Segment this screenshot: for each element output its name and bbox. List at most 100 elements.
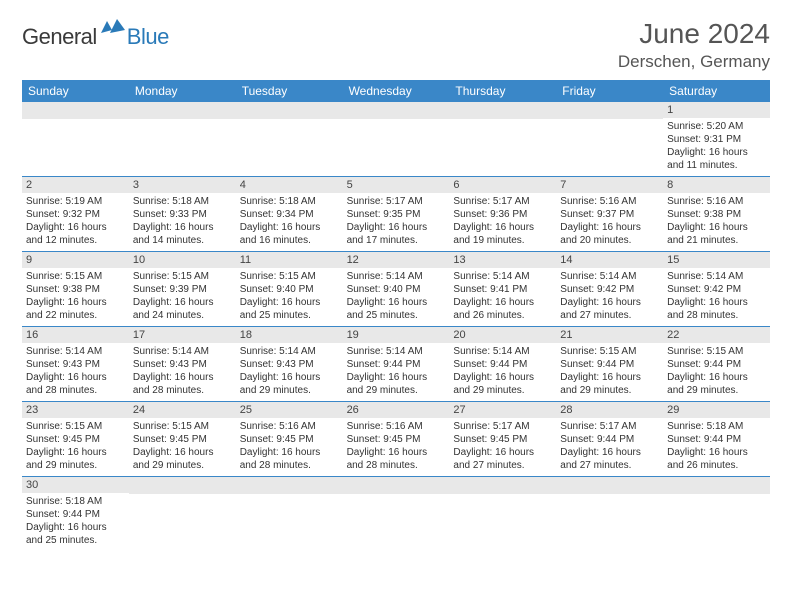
day-cell: 9Sunrise: 5:15 AMSunset: 9:38 PMDaylight… [22, 252, 129, 326]
empty-cell [449, 477, 556, 551]
day-number: 27 [449, 402, 556, 418]
day-body: Sunrise: 5:15 AMSunset: 9:45 PMDaylight:… [22, 418, 129, 476]
sunrise-line: Sunrise: 5:14 AM [453, 345, 552, 358]
day-body: Sunrise: 5:19 AMSunset: 9:32 PMDaylight:… [22, 193, 129, 251]
day-cell: 14Sunrise: 5:14 AMSunset: 9:42 PMDayligh… [556, 252, 663, 326]
day-number [22, 102, 129, 119]
daylight-line-2: and 21 minutes. [667, 234, 766, 247]
day-number: 6 [449, 177, 556, 193]
calendar-grid: SundayMondayTuesdayWednesdayThursdayFrid… [22, 80, 770, 551]
week-row: 23Sunrise: 5:15 AMSunset: 9:45 PMDayligh… [22, 402, 770, 477]
day-cell: 15Sunrise: 5:14 AMSunset: 9:42 PMDayligh… [663, 252, 770, 326]
day-number: 14 [556, 252, 663, 268]
day-number: 18 [236, 327, 343, 343]
weekday-header: Saturday [663, 80, 770, 102]
day-body: Sunrise: 5:16 AMSunset: 9:45 PMDaylight:… [343, 418, 450, 476]
day-number [449, 102, 556, 119]
day-number: 28 [556, 402, 663, 418]
day-number: 4 [236, 177, 343, 193]
day-cell: 30Sunrise: 5:18 AMSunset: 9:44 PMDayligh… [22, 477, 129, 551]
daylight-line-2: and 27 minutes. [560, 309, 659, 322]
day-number [129, 477, 236, 494]
sunset-line: Sunset: 9:44 PM [26, 508, 125, 521]
day-body: Sunrise: 5:14 AMSunset: 9:43 PMDaylight:… [22, 343, 129, 401]
day-number: 10 [129, 252, 236, 268]
sunset-line: Sunset: 9:39 PM [133, 283, 232, 296]
sunset-line: Sunset: 9:43 PM [26, 358, 125, 371]
day-cell: 22Sunrise: 5:15 AMSunset: 9:44 PMDayligh… [663, 327, 770, 401]
day-number: 2 [22, 177, 129, 193]
day-cell: 7Sunrise: 5:16 AMSunset: 9:37 PMDaylight… [556, 177, 663, 251]
sunset-line: Sunset: 9:44 PM [667, 358, 766, 371]
day-number [556, 102, 663, 119]
week-row: 30Sunrise: 5:18 AMSunset: 9:44 PMDayligh… [22, 477, 770, 551]
daylight-line-1: Daylight: 16 hours [347, 221, 446, 234]
weekday-header: Wednesday [343, 80, 450, 102]
sunset-line: Sunset: 9:45 PM [26, 433, 125, 446]
daylight-line-2: and 17 minutes. [347, 234, 446, 247]
sunrise-line: Sunrise: 5:17 AM [453, 420, 552, 433]
day-number: 7 [556, 177, 663, 193]
daylight-line-1: Daylight: 16 hours [453, 371, 552, 384]
sunset-line: Sunset: 9:44 PM [560, 433, 659, 446]
day-body [236, 494, 343, 546]
day-cell: 19Sunrise: 5:14 AMSunset: 9:44 PMDayligh… [343, 327, 450, 401]
sunset-line: Sunset: 9:35 PM [347, 208, 446, 221]
sunrise-line: Sunrise: 5:14 AM [347, 270, 446, 283]
day-body [343, 119, 450, 171]
day-number [556, 477, 663, 494]
day-body [556, 494, 663, 546]
day-body: Sunrise: 5:18 AMSunset: 9:34 PMDaylight:… [236, 193, 343, 251]
day-body [129, 494, 236, 546]
daylight-line-2: and 20 minutes. [560, 234, 659, 247]
day-body: Sunrise: 5:14 AMSunset: 9:40 PMDaylight:… [343, 268, 450, 326]
daylight-line-1: Daylight: 16 hours [133, 446, 232, 459]
day-body [449, 494, 556, 546]
empty-cell [22, 102, 129, 176]
sunrise-line: Sunrise: 5:14 AM [26, 345, 125, 358]
day-body: Sunrise: 5:14 AMSunset: 9:41 PMDaylight:… [449, 268, 556, 326]
daylight-line-2: and 25 minutes. [347, 309, 446, 322]
day-cell: 2Sunrise: 5:19 AMSunset: 9:32 PMDaylight… [22, 177, 129, 251]
day-cell: 13Sunrise: 5:14 AMSunset: 9:41 PMDayligh… [449, 252, 556, 326]
day-number: 9 [22, 252, 129, 268]
sunset-line: Sunset: 9:45 PM [240, 433, 339, 446]
daylight-line-2: and 29 minutes. [26, 459, 125, 472]
daylight-line-2: and 29 minutes. [453, 384, 552, 397]
day-body: Sunrise: 5:18 AMSunset: 9:44 PMDaylight:… [22, 493, 129, 551]
day-number: 29 [663, 402, 770, 418]
daylight-line-2: and 28 minutes. [133, 384, 232, 397]
daylight-line-1: Daylight: 16 hours [667, 146, 766, 159]
daylight-line-1: Daylight: 16 hours [26, 446, 125, 459]
daylight-line-1: Daylight: 16 hours [133, 221, 232, 234]
daylight-line-1: Daylight: 16 hours [133, 296, 232, 309]
sunrise-line: Sunrise: 5:18 AM [240, 195, 339, 208]
day-body: Sunrise: 5:16 AMSunset: 9:37 PMDaylight:… [556, 193, 663, 251]
daylight-line-2: and 28 minutes. [667, 309, 766, 322]
daylight-line-1: Daylight: 16 hours [667, 221, 766, 234]
sunrise-line: Sunrise: 5:17 AM [453, 195, 552, 208]
day-body: Sunrise: 5:16 AMSunset: 9:38 PMDaylight:… [663, 193, 770, 251]
daylight-line-2: and 27 minutes. [560, 459, 659, 472]
sunrise-line: Sunrise: 5:16 AM [560, 195, 659, 208]
day-number: 26 [343, 402, 450, 418]
daylight-line-2: and 29 minutes. [240, 384, 339, 397]
day-number [236, 102, 343, 119]
empty-cell [449, 102, 556, 176]
sunset-line: Sunset: 9:43 PM [240, 358, 339, 371]
daylight-line-2: and 28 minutes. [347, 459, 446, 472]
day-body [663, 494, 770, 546]
daylight-line-2: and 28 minutes. [240, 459, 339, 472]
daylight-line-1: Daylight: 16 hours [347, 371, 446, 384]
day-cell: 3Sunrise: 5:18 AMSunset: 9:33 PMDaylight… [129, 177, 236, 251]
day-body: Sunrise: 5:17 AMSunset: 9:44 PMDaylight:… [556, 418, 663, 476]
daylight-line-1: Daylight: 16 hours [453, 296, 552, 309]
day-cell: 17Sunrise: 5:14 AMSunset: 9:43 PMDayligh… [129, 327, 236, 401]
week-row: 9Sunrise: 5:15 AMSunset: 9:38 PMDaylight… [22, 252, 770, 327]
sunrise-line: Sunrise: 5:15 AM [667, 345, 766, 358]
day-body [22, 119, 129, 171]
day-cell: 18Sunrise: 5:14 AMSunset: 9:43 PMDayligh… [236, 327, 343, 401]
sunrise-line: Sunrise: 5:16 AM [347, 420, 446, 433]
sunrise-line: Sunrise: 5:17 AM [347, 195, 446, 208]
location-subtitle: Derschen, Germany [618, 52, 770, 72]
